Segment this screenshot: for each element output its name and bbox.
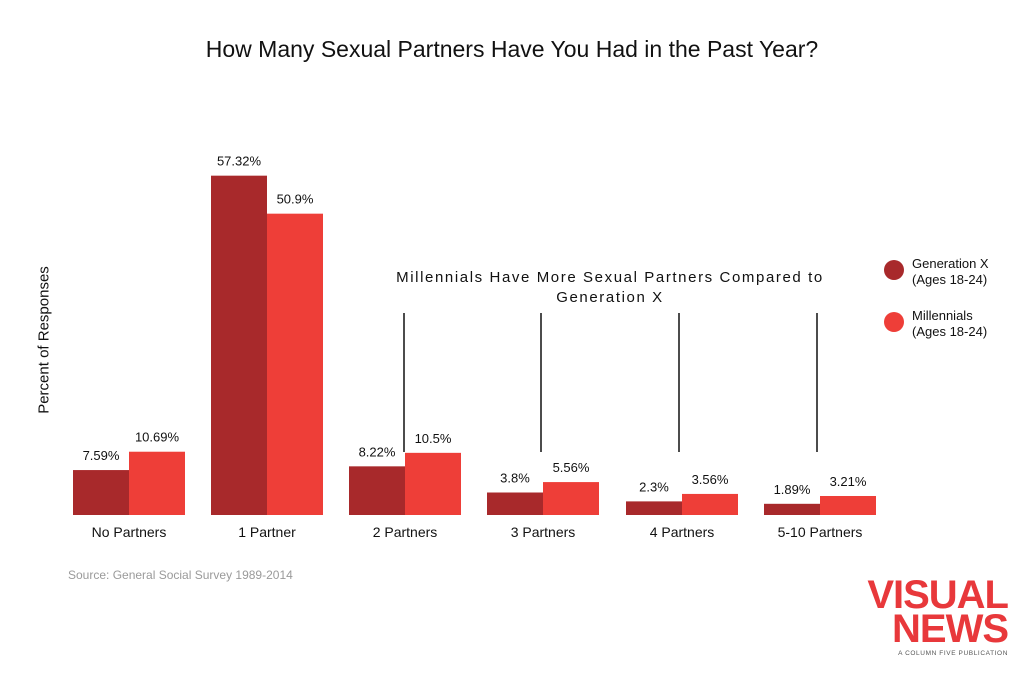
- legend-label-millennials: Millennials (Ages 18-24): [912, 308, 987, 340]
- source-note: Source: General Social Survey 1989-2014: [68, 568, 293, 582]
- data-label-generation-x-2-partners: 8.22%: [359, 444, 396, 459]
- bar-millennials-2-partners: [405, 452, 461, 515]
- bar-generation-x-4-partners: [626, 501, 682, 515]
- data-label-millennials-2-partners: 10.5%: [415, 431, 452, 446]
- bar-millennials-5-10-partners: [820, 495, 876, 515]
- data-label-millennials-3-partners: 5.56%: [553, 460, 590, 475]
- logo-tagline: A COLUMN FIVE PUBLICATION: [898, 650, 1008, 657]
- category-label-no-partners: No Partners: [92, 524, 167, 540]
- data-label-millennials-1-partner: 50.9%: [277, 192, 314, 207]
- chart-title: How Many Sexual Partners Have You Had in…: [205, 36, 819, 62]
- bar-millennials-no-partners: [129, 451, 185, 515]
- logo-text-visual: VISUAL: [867, 573, 1009, 617]
- bar-generation-x-1-partner: [211, 175, 267, 516]
- category-label-5-10-partners: 5-10 Partners: [778, 524, 863, 540]
- legend-label-line: Generation X: [912, 256, 989, 271]
- data-label-generation-x-5-10-partners: 1.89%: [774, 482, 811, 497]
- legend-item-generation-x: Generation X (Ages 18-24): [884, 256, 989, 288]
- legend-label-line: (Ages 18-24): [912, 324, 988, 339]
- chart-annotation: Millennials Have More Sexual Partners Co…: [396, 269, 824, 306]
- legend-label-generation-x: Generation X (Ages 18-24): [912, 256, 989, 288]
- data-label-generation-x-no-partners: 7.59%: [83, 448, 120, 463]
- legend-swatch-millennials: [884, 312, 904, 332]
- category-label-4-partners: 4 Partners: [650, 524, 715, 540]
- category-label-3-partners: 3 Partners: [511, 524, 576, 540]
- bar-generation-x-no-partners: [73, 470, 129, 515]
- legend-swatch-generation-x: [884, 260, 904, 280]
- bar-millennials-1-partner: [267, 213, 323, 515]
- category-label-1-partner: 1 Partner: [238, 524, 296, 540]
- bar-generation-x-2-partners: [349, 466, 405, 515]
- legend-label-line: Millennials: [912, 308, 973, 323]
- bar-millennials-3-partners: [543, 482, 599, 515]
- data-label-millennials-5-10-partners: 3.21%: [830, 474, 867, 489]
- bar-millennials-4-partners: [682, 493, 738, 515]
- data-label-millennials-no-partners: 10.69%: [135, 430, 180, 445]
- logo-text-news: NEWS: [892, 607, 1009, 651]
- legend-item-millennials: Millennials (Ages 18-24): [884, 308, 989, 340]
- legend: Generation X (Ages 18-24) Millennials (A…: [884, 256, 989, 360]
- bar-generation-x-5-10-partners: [764, 503, 820, 515]
- data-label-generation-x-3-partners: 3.8%: [500, 471, 530, 486]
- legend-label-line: (Ages 18-24): [912, 272, 988, 287]
- visual-news-logo: VISUAL NEWS A COLUMN FIVE PUBLICATION: [858, 573, 1009, 657]
- data-label-generation-x-4-partners: 2.3%: [639, 479, 669, 494]
- bar-generation-x-3-partners: [487, 492, 543, 515]
- data-label-generation-x-1-partner: 57.32%: [217, 154, 262, 169]
- category-label-2-partners: 2 Partners: [373, 524, 438, 540]
- data-label-millennials-4-partners: 3.56%: [692, 472, 729, 487]
